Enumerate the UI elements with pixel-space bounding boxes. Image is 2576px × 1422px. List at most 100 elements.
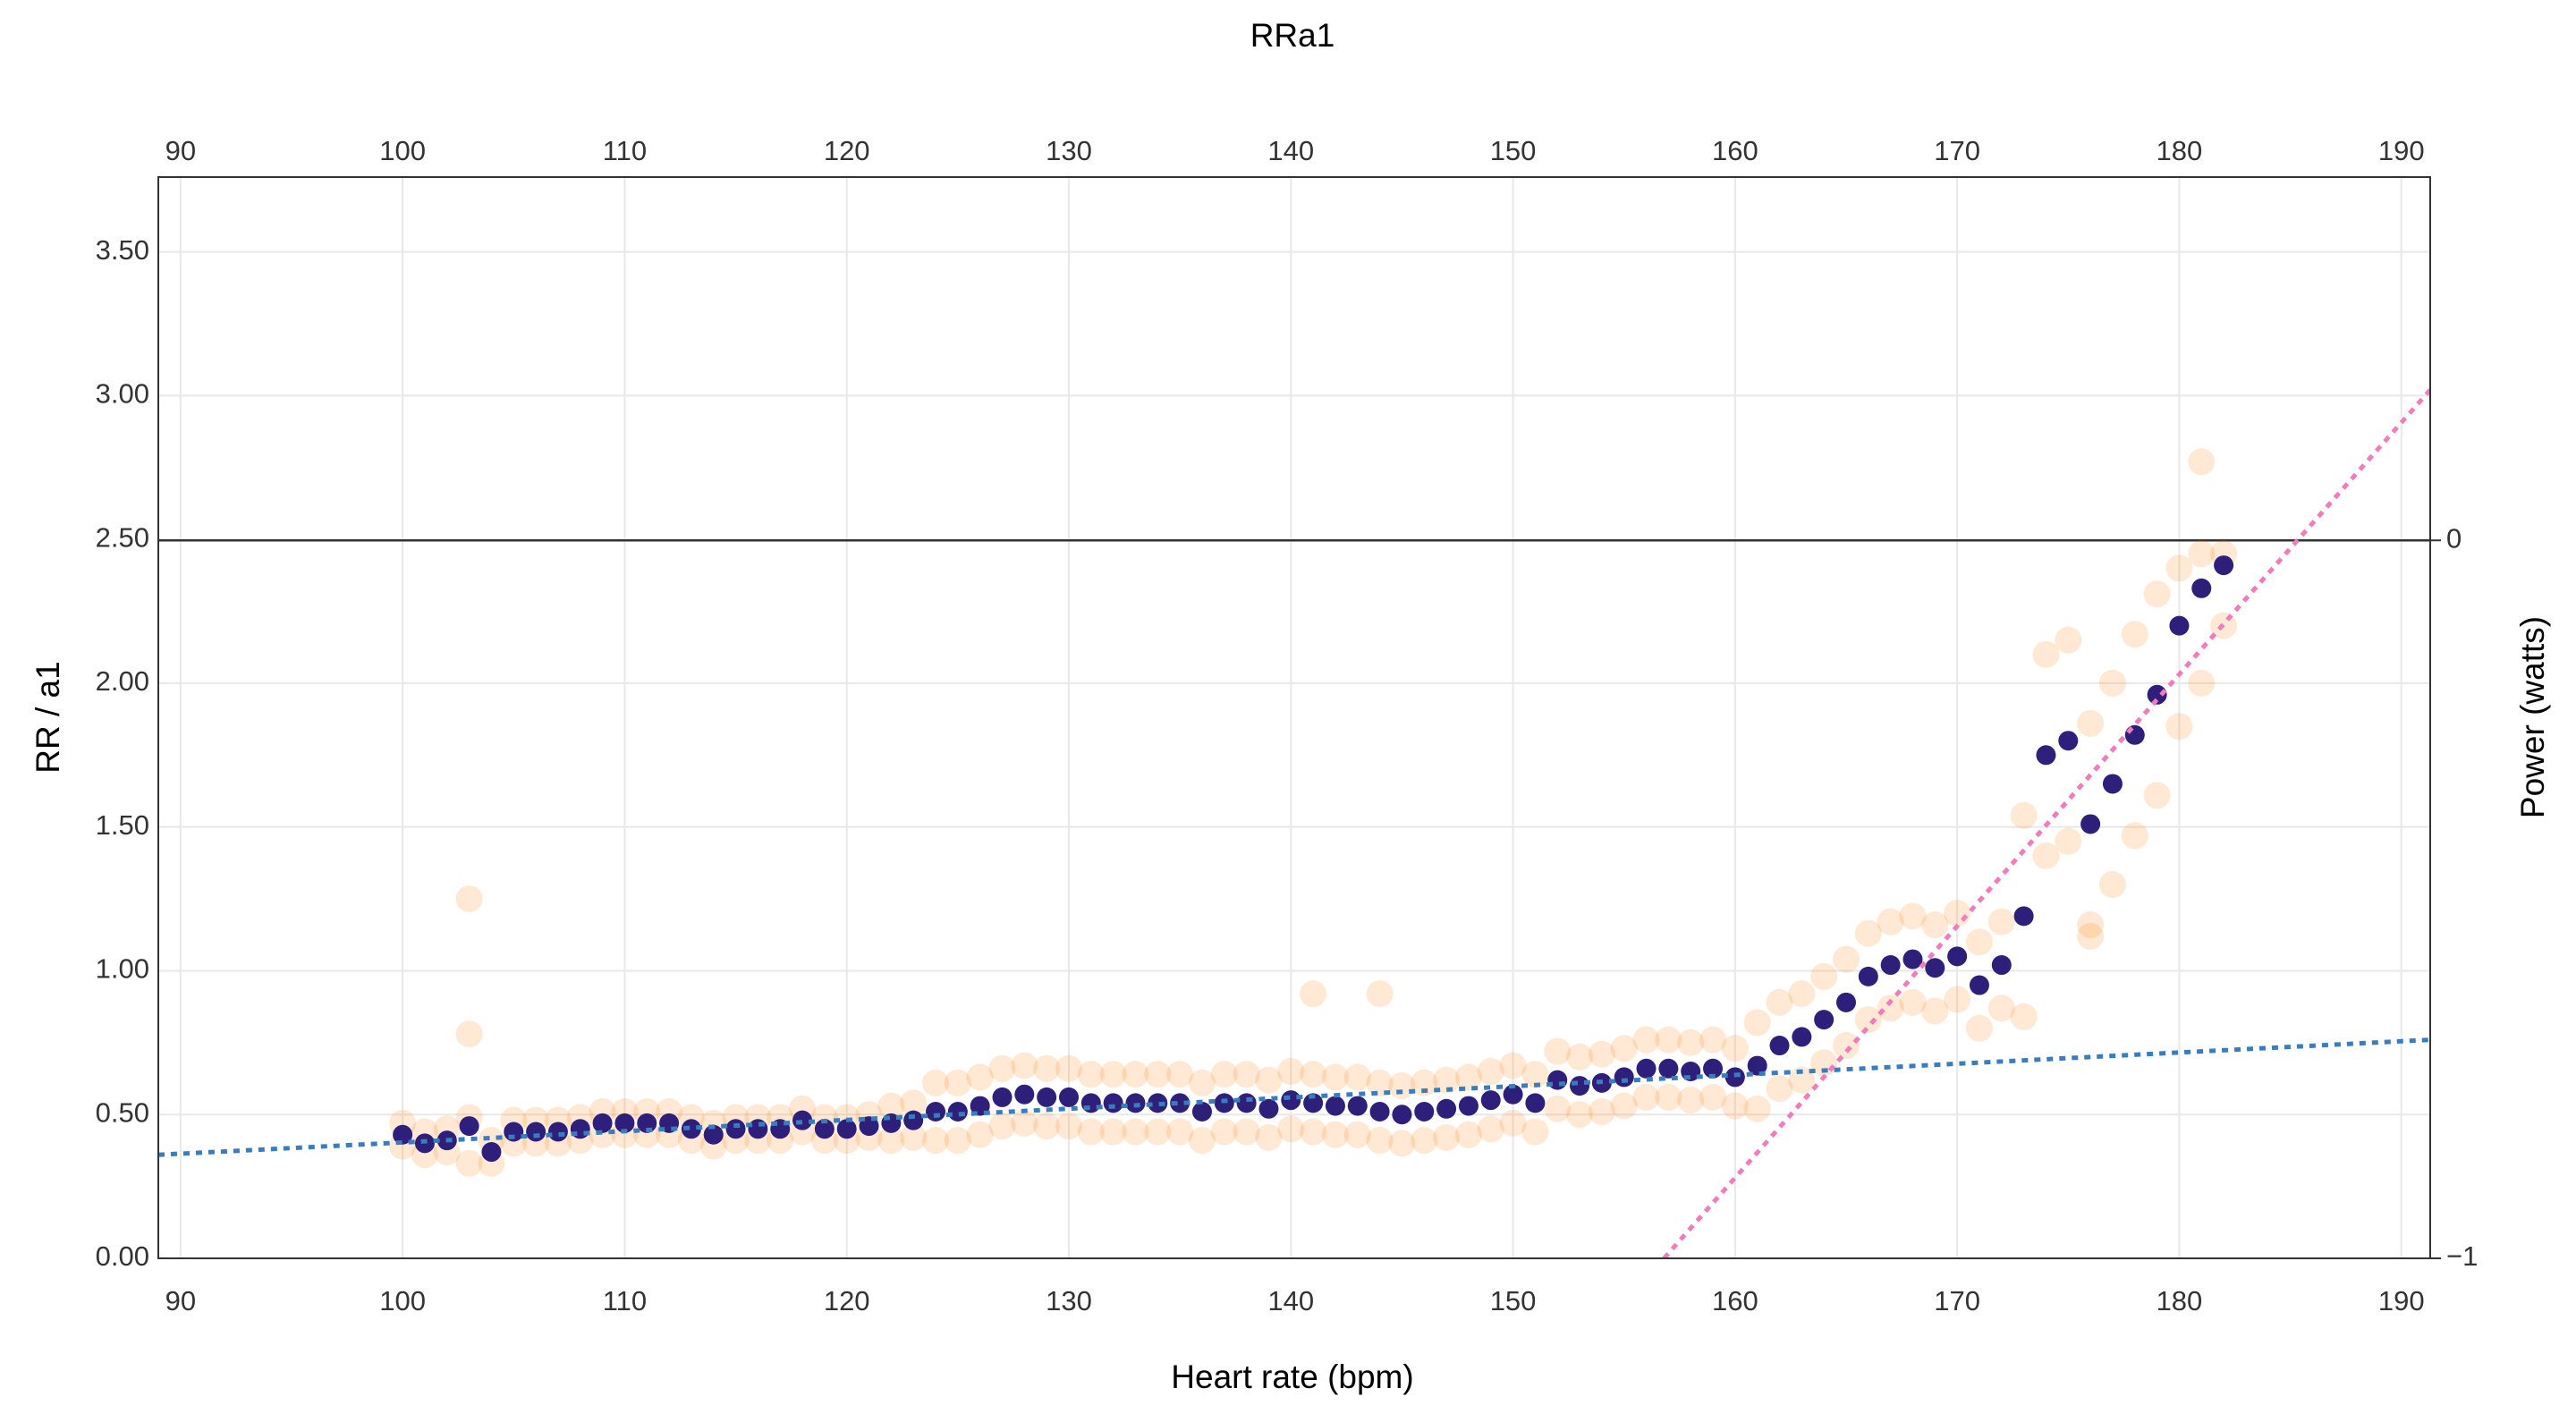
sample-point xyxy=(1499,1109,1527,1137)
sample-point xyxy=(2121,621,2148,648)
sample-point xyxy=(1166,1118,1194,1146)
x-top-tick-label: 100 xyxy=(379,135,426,166)
sample-point xyxy=(1188,1069,1216,1096)
sample-point xyxy=(2032,640,2060,668)
mean-point xyxy=(947,1102,968,1122)
mean-point xyxy=(2191,578,2212,598)
mean-point xyxy=(459,1116,479,1137)
mean-point xyxy=(725,1119,746,1139)
y-tick-label: 0.00 xyxy=(96,1240,149,1272)
sample-point xyxy=(1144,1118,1172,1146)
sample-point xyxy=(1300,980,1327,1008)
x-tick-label: 120 xyxy=(824,1285,870,1316)
y-tick-label: 1.00 xyxy=(96,953,149,985)
x-tick-label: 150 xyxy=(1490,1285,1537,1316)
mean-point xyxy=(681,1119,701,1139)
x-tick-label: 130 xyxy=(1046,1285,1092,1316)
mean-point xyxy=(1392,1105,1412,1125)
mean-point xyxy=(1769,1036,1790,1056)
sample-point xyxy=(1921,911,1949,939)
x-tick-label: 190 xyxy=(2378,1285,2425,1316)
sample-point xyxy=(1788,980,1816,1008)
mean-point xyxy=(614,1113,635,1133)
mean-point xyxy=(1458,1096,1479,1116)
sample-point xyxy=(1433,1066,1461,1094)
sample-point xyxy=(900,1089,928,1117)
sample-point xyxy=(1454,1121,1482,1148)
sample-point xyxy=(455,885,483,913)
sample-point xyxy=(1188,1127,1216,1155)
sample-point xyxy=(1921,997,1949,1025)
sample-point xyxy=(944,1127,971,1155)
sample-point xyxy=(1454,1063,1482,1091)
y-tick-label: 2.00 xyxy=(96,665,149,697)
sample-point xyxy=(1588,1098,1615,1126)
sample-point xyxy=(1233,1118,1260,1146)
sample-point xyxy=(1743,1009,1771,1037)
sample-point xyxy=(2098,870,2126,898)
x-top-tick-label: 150 xyxy=(1490,135,1537,166)
sample-point xyxy=(1965,1014,1993,1042)
sample-point xyxy=(1077,1061,1105,1088)
sample-point xyxy=(1388,1130,1416,1157)
sample-point xyxy=(877,1092,905,1120)
sample-point xyxy=(966,1063,994,1091)
mean-point xyxy=(592,1113,613,1133)
mean-point xyxy=(1858,966,1878,986)
mean-point xyxy=(1436,1098,1457,1119)
sample-point xyxy=(1743,1095,1771,1122)
mean-point xyxy=(792,1110,813,1130)
y-tick-label: 1.50 xyxy=(96,809,149,841)
mean-point xyxy=(1125,1093,1146,1113)
mean-point xyxy=(1258,1098,1279,1119)
sample-point xyxy=(1366,1127,1394,1155)
x-tick-label: 160 xyxy=(1712,1285,1758,1316)
mean-point xyxy=(748,1119,768,1139)
sample-point xyxy=(966,1121,994,1148)
mean-point xyxy=(1703,1058,1724,1079)
sample-point xyxy=(1055,1113,1082,1140)
mean-point xyxy=(2214,555,2234,576)
sample-point xyxy=(1366,980,1394,1008)
sample-point xyxy=(1899,988,1927,1016)
sample-point xyxy=(1321,1121,1349,1148)
mean-point xyxy=(2013,906,2034,927)
x-top-tick-label: 90 xyxy=(165,135,196,166)
sample-point xyxy=(1277,1115,1305,1143)
mean-point xyxy=(1636,1058,1657,1079)
sample-point xyxy=(1832,945,1860,973)
mean-point xyxy=(1058,1087,1079,1107)
y-tick-label: 3.00 xyxy=(96,378,149,410)
sample-point xyxy=(1854,919,1882,947)
sample-point xyxy=(2077,922,2105,950)
sample-point xyxy=(1144,1061,1172,1088)
mean-point xyxy=(992,1087,1013,1107)
sample-point xyxy=(1343,1121,1371,1148)
sample-point xyxy=(2188,669,2216,697)
x-tick-label: 90 xyxy=(165,1285,196,1316)
sample-point xyxy=(2055,827,2082,855)
sample-point xyxy=(2010,801,2038,829)
sample-point xyxy=(1300,1118,1327,1146)
x-tick-label: 180 xyxy=(2157,1285,2203,1316)
sample-point xyxy=(1632,1026,1660,1054)
mean-point xyxy=(2124,724,2145,745)
sample-point xyxy=(2143,580,2171,608)
sample-point xyxy=(1766,988,1793,1016)
mean-point xyxy=(926,1102,946,1122)
sample-point xyxy=(2077,911,2105,939)
mean-point xyxy=(1191,1102,1212,1122)
sample-point xyxy=(988,1054,1016,1082)
sample-point xyxy=(1521,1061,1549,1088)
mean-point xyxy=(1925,958,1945,978)
mean-point xyxy=(1281,1090,1301,1111)
sample-point xyxy=(1366,1069,1394,1096)
mean-point xyxy=(1880,955,1901,976)
sample-point xyxy=(922,1127,950,1155)
sample-point xyxy=(1655,1083,1682,1111)
sample-point xyxy=(1544,1095,1572,1122)
sample-point xyxy=(1233,1061,1260,1088)
mean-point xyxy=(2147,684,2167,705)
sample-point xyxy=(1411,1069,1438,1096)
mean-point xyxy=(2036,745,2056,766)
